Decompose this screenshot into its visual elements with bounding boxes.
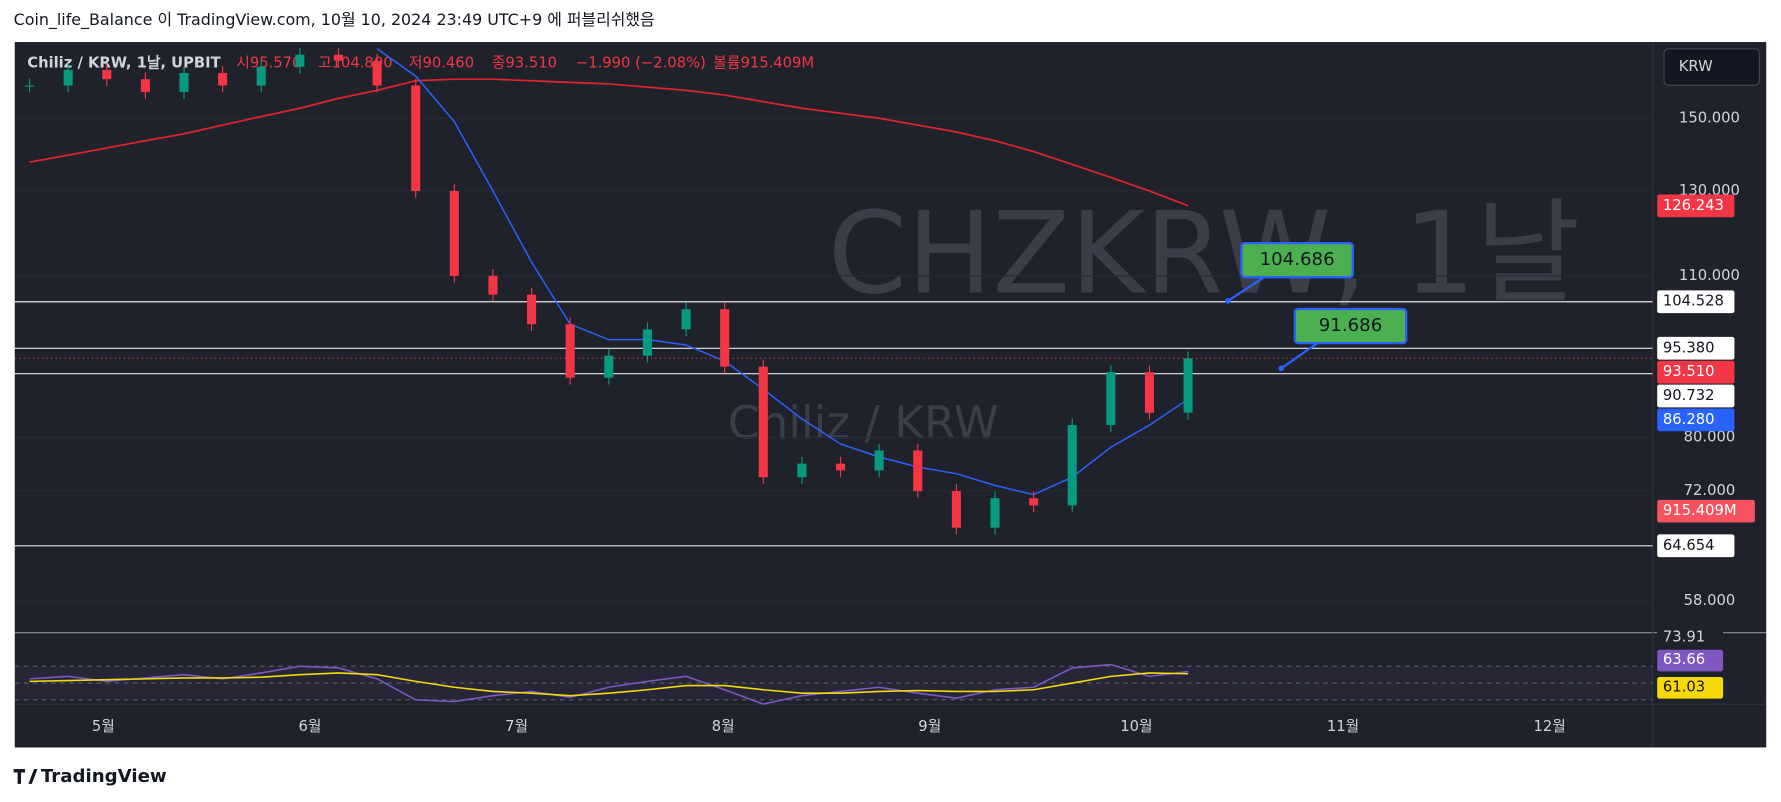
rsi-tag — [1657, 627, 1724, 649]
candle-body — [256, 66, 266, 86]
candle-body — [604, 355, 614, 378]
candle-body — [527, 294, 537, 325]
x-tick-label: 12월 — [1533, 718, 1565, 735]
price-tag — [1657, 408, 1735, 432]
candle-body — [63, 69, 73, 86]
x-tick-label: 7월 — [505, 718, 528, 735]
currency-label[interactable]: KRW — [1679, 58, 1713, 75]
x-tick-label: 5월 — [92, 718, 115, 735]
rsi-tag-label: 73.91 — [1663, 628, 1705, 645]
watermark-symbol: CHZKRW, 1날 — [828, 188, 1581, 320]
x-tick-label: 10월 — [1120, 718, 1152, 735]
x-tick-label: 8월 — [712, 718, 735, 735]
rsi-tag-label: 63.66 — [1663, 651, 1705, 668]
candle-body — [218, 72, 228, 86]
price-tag-label: 90.732 — [1663, 387, 1715, 404]
y-tick-label: 110.000 — [1679, 267, 1740, 284]
callout-label: 91.686 — [1319, 315, 1383, 336]
candle-body — [874, 450, 884, 471]
x-tick-label: 9월 — [918, 718, 941, 735]
footer-logo — [13, 769, 38, 784]
candle-body — [913, 450, 923, 492]
price-tag-label: 126.243 — [1663, 197, 1724, 214]
rsi-ma-line — [29, 672, 1189, 697]
legend-volume: 볼륨915.409M — [713, 55, 814, 72]
rsi-tag-label: 61.03 — [1663, 678, 1705, 695]
candle-body — [720, 309, 730, 367]
footer-logo-text: TradingView — [41, 766, 167, 787]
price-tag — [1657, 384, 1735, 408]
legend-low: 저90.460 — [409, 55, 474, 72]
candle-body — [102, 69, 112, 80]
price-tag-label: 86.280 — [1663, 411, 1715, 428]
candle-body — [179, 72, 189, 92]
candle-body — [681, 309, 691, 330]
moving-average-long — [29, 78, 1189, 207]
candle-body — [1106, 372, 1116, 426]
callout-box — [1240, 241, 1354, 279]
candle-body — [1183, 358, 1193, 413]
candle-body — [333, 54, 344, 61]
price-tag — [1657, 534, 1735, 558]
callout-label: 104.686 — [1260, 249, 1335, 270]
price-tag — [1657, 360, 1735, 384]
legend-change: −1.990 (−2.08%) — [576, 55, 706, 72]
y-tick-label: 80.000 — [1684, 429, 1736, 446]
volume-tag-label: 915.409M — [1663, 502, 1737, 519]
currency-button[interactable] — [1663, 48, 1760, 86]
candle-body — [295, 54, 305, 67]
price-tag-label: 93.510 — [1663, 363, 1715, 380]
moving-average-short — [376, 48, 1189, 496]
price-tag — [1657, 194, 1735, 218]
callout-box — [1293, 307, 1408, 345]
callout-anchor — [1225, 298, 1231, 304]
candle-body — [488, 275, 498, 295]
candle-body — [140, 79, 150, 92]
y-tick-label: 58.000 — [1684, 592, 1736, 609]
candle-body — [1067, 425, 1077, 506]
publish-header: Coin_life_Balance 이 TradingView.com, 10월… — [14, 10, 655, 30]
candle-body — [1144, 372, 1155, 413]
candle-body — [951, 491, 961, 528]
candle-body — [449, 190, 459, 276]
price-tag-label: 95.380 — [1663, 339, 1715, 356]
volume-tag — [1657, 499, 1755, 523]
x-tick-label: 6월 — [298, 718, 321, 735]
candle-body — [835, 463, 846, 471]
candle-body — [565, 324, 575, 378]
candle-body — [411, 85, 421, 191]
candle-body — [1029, 498, 1039, 506]
x-tick-label: 11월 — [1327, 718, 1359, 735]
legend-open: 시95.570 — [236, 55, 301, 72]
candle-body — [990, 498, 1000, 528]
price-tag — [1657, 290, 1735, 314]
price-pane — [14, 47, 1653, 602]
rsi-line — [29, 663, 1189, 705]
price-tag-label: 64.654 — [1663, 537, 1715, 554]
y-tick-label: 72.000 — [1684, 482, 1736, 499]
candle-body — [642, 329, 652, 356]
candle-body — [797, 463, 807, 478]
candle-body — [372, 60, 382, 86]
callout-pointer — [1227, 276, 1265, 302]
price-tag-label: 104.528 — [1663, 293, 1724, 310]
callout-pointer — [1280, 342, 1319, 370]
candle-body — [24, 85, 35, 87]
rsi-tag — [1657, 649, 1724, 672]
legend-symbol: Chiliz / KRW, 1날, UPBIT — [27, 54, 220, 72]
price-tag — [1657, 336, 1735, 360]
rsi-tag — [1657, 677, 1724, 699]
legend-close: 종93.510 — [492, 55, 557, 72]
watermark-name: Chiliz / KRW — [728, 396, 999, 449]
callout-anchor — [1278, 365, 1285, 372]
candle-body — [758, 366, 768, 478]
legend: Chiliz / KRW, 1날, UPBIT 시95.570 고104.800… — [27, 54, 814, 72]
y-tick-label: 150.000 — [1679, 109, 1740, 126]
chart-background — [14, 42, 1767, 748]
